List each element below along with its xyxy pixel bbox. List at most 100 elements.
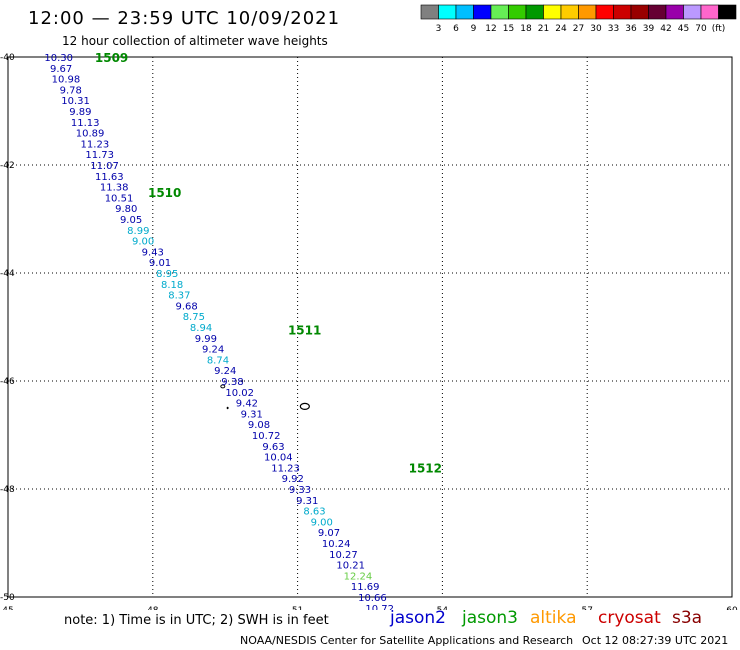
island-outline [241,380,244,382]
satellite-label-s3a: s3a [672,608,703,628]
x-tick-label: 48 [147,606,159,610]
swh-value: 10.31 [61,96,90,107]
swh-value: 9.24 [214,366,236,377]
swh-value: 9.43 [142,247,164,258]
swh-value: 11.23 [81,139,110,150]
swh-value: 9.63 [262,442,284,453]
swh-value: 9.33 [289,485,311,496]
swh-value: 10.66 [358,593,387,604]
swh-value: 9.07 [318,528,340,539]
legend-label: 39 [643,24,655,34]
x-tick-label: 57 [581,606,592,610]
legend-label: 3 [436,24,442,34]
swh-value: 10.27 [329,550,358,561]
swh-value: 9.42 [236,399,258,410]
swh-value: 11.07 [90,161,119,172]
swh-value: 9.67 [50,64,72,75]
swh-value: 9.31 [241,409,263,420]
swh-value: 10.04 [264,453,293,464]
satellite-label-jason3: jason3 [462,608,518,628]
swh-value: 9.05 [120,215,142,226]
swh-value: 11.73 [85,150,114,161]
map-subtitle: 12 hour collection of altimeter wave hei… [62,34,328,48]
swh-value: 9.00 [132,237,154,248]
swh-track: 10.309.6710.989.7810.319.8911.1310.8911.… [44,53,394,610]
credit-text: NOAA/NESDIS Center for Satellite Applica… [240,634,574,647]
legend-label: 42 [660,24,671,34]
legend-label: (ft) [712,24,726,34]
swh-value: 10.89 [76,129,105,140]
time-label: 1510 [148,186,181,200]
legend-label: 45 [678,24,689,34]
time-label: 1512 [409,461,442,475]
swh-value: 9.38 [221,377,243,388]
swh-value: 10.98 [52,75,81,86]
swh-value: 8.75 [183,312,205,323]
swh-value: 10.30 [44,53,73,64]
y-tick-label: -48 [0,485,15,495]
swh-value: 10.02 [225,388,254,399]
swh-value: 8.99 [127,226,149,237]
x-tick-label: 51 [292,606,303,610]
map-border [7,56,733,598]
footer-note: note: 1) Time is in UTC; 2) SWH is in fe… [64,613,329,628]
swh-value: 8.74 [207,355,229,366]
swh-value: 8.94 [190,323,212,334]
island-outline [226,406,229,410]
swh-value: 8.63 [303,507,325,518]
swh-value: 9.24 [202,345,224,356]
legend-label: 12 [485,24,496,34]
swh-value: 10.24 [322,539,351,550]
swh-value: 11.63 [95,172,124,183]
wave-height-map: 454851545760-40-42-44-46-48-5010.309.671… [0,51,738,610]
y-tick-label: -46 [0,377,15,387]
satellite-label-cryosat: cryosat [598,608,661,628]
x-tick-label: 60 [726,606,738,610]
legend-label: 18 [520,24,532,34]
swh-value: 10.21 [336,561,365,572]
legend-label: 24 [555,24,567,34]
swh-value: 12.24 [344,571,373,582]
legend-label: 30 [590,24,602,34]
swh-value: 10.72 [365,604,394,610]
map-title: 12:00 — 23:59 UTC 10/09/2021 [28,8,341,29]
swh-value: 9.08 [248,420,270,431]
swh-value: 11.13 [71,118,100,129]
y-tick-label: -50 [0,593,15,603]
time-label: 1509 [95,51,128,65]
legend-label: 70 [695,24,707,34]
generation-timestamp: Oct 12 08:27:39 UTC 2021 [582,634,729,647]
satellite-label-altika: altika [530,608,577,628]
x-tick-label: 45 [2,606,13,610]
swh-value: 10.72 [252,431,281,442]
swh-value: 10.51 [105,193,134,204]
satellite-label-jason2: jason2 [390,608,446,628]
swh-value: 9.89 [69,107,91,118]
swh-value: 9.92 [282,474,304,485]
swh-value: 8.18 [161,280,183,291]
island-outline [220,384,226,389]
swh-value: 11.23 [271,463,300,474]
swh-value: 8.37 [168,291,190,302]
legend-swatch [718,4,737,20]
swh-value: 9.68 [175,301,197,312]
legend-label: 15 [503,24,514,34]
swh-value: 11.69 [351,582,380,593]
legend-label: 21 [538,24,549,34]
legend-label: 6 [453,24,459,34]
swh-value: 9.01 [149,258,171,269]
y-tick-label: -40 [0,53,15,63]
swh-value: 9.99 [195,334,217,345]
swh-value: 9.00 [311,517,333,528]
legend-label: 27 [573,24,584,34]
swh-value: 9.80 [115,204,137,215]
x-tick-label: 54 [437,606,449,610]
swh-value: 11.38 [100,183,129,194]
legend-label: 33 [608,24,619,34]
y-tick-label: -44 [0,269,15,279]
map-frame [7,56,733,598]
legend-label: 9 [471,24,477,34]
swh-value: 9.78 [60,85,82,96]
time-label: 1511 [288,324,321,338]
island-outline [299,402,310,410]
